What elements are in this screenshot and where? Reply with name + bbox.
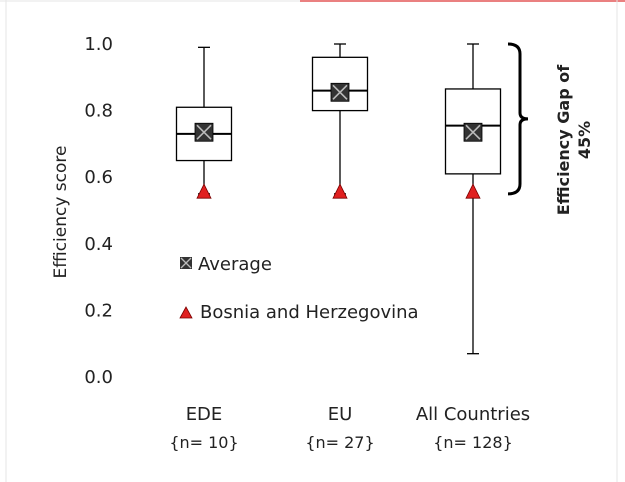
bosnia-marker (332, 183, 348, 199)
chart-marks (175, 43, 502, 355)
y-tick-label: 0.0 (84, 367, 113, 388)
bosnia-marker (465, 183, 481, 199)
x-category-label: EU (328, 404, 353, 425)
legend-bosnia-label: Bosnia and Herzegovina (200, 302, 419, 323)
y-tick-label: 0.6 (84, 167, 113, 188)
y-axis-label: Efficiency score (51, 146, 71, 279)
x-category-n-label: {n= 27} (305, 433, 374, 452)
legend-average-label: Average (198, 254, 272, 275)
box-0 (175, 46, 233, 199)
x-axis-labels: EDE {n= 10} EU {n= 27} All Countries {n= 128} (169, 404, 530, 452)
x-category-n-label: {n= 10} (169, 433, 238, 452)
x-category-label: EDE (186, 404, 223, 425)
y-tick-label: 0.8 (84, 101, 113, 122)
legend-bosnia-marker (179, 306, 193, 319)
legend: Average Bosnia and Herzegovina (179, 254, 419, 323)
y-axis-ticks: 0.0 0.2 0.4 0.6 0.8 1.0 (84, 34, 113, 388)
efficiency-gap-label-line1: Efficiency Gap of (554, 64, 573, 215)
x-category-label: All Countries (416, 404, 530, 425)
bosnia-marker (196, 183, 212, 199)
y-tick-label: 0.4 (84, 234, 113, 255)
legend-average-marker (180, 257, 192, 269)
y-tick-label: 1.0 (84, 34, 113, 55)
mean-marker-cross-b (196, 124, 212, 140)
box-2 (444, 43, 502, 355)
mean-marker-cross-b (465, 124, 481, 140)
efficiency-gap-label-line2: 45% (575, 121, 594, 159)
box-1 (311, 43, 369, 199)
efficiency-gap-bracket (507, 42, 529, 196)
x-category-n-label: {n= 128} (433, 433, 513, 452)
y-tick-label: 0.2 (84, 300, 113, 321)
mean-marker-cross-b (332, 84, 348, 100)
